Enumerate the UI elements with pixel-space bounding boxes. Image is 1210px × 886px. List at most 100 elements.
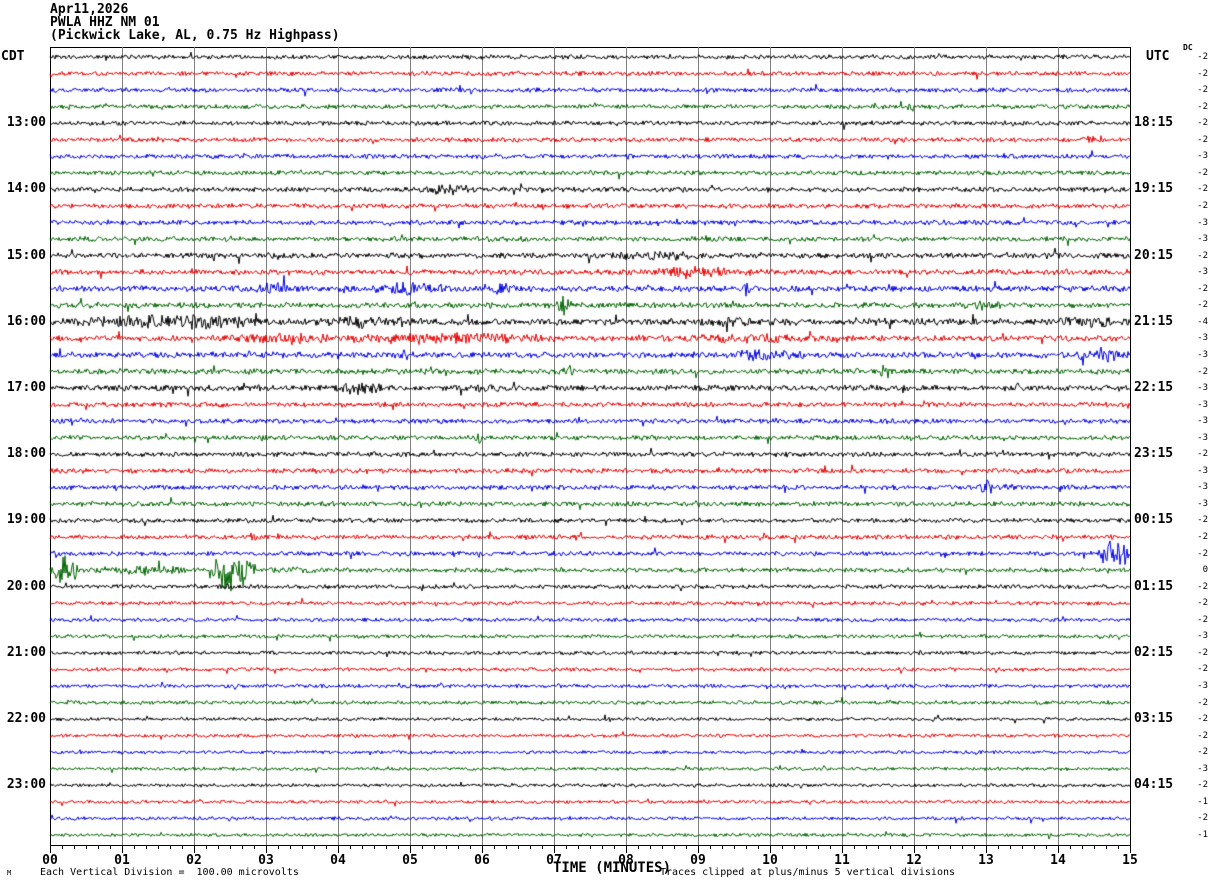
- cdt-hour-label: 21:00: [6, 644, 46, 660]
- x-axis-title: TIME (MINUTES): [553, 860, 672, 876]
- minute-minor-tick: [758, 845, 759, 849]
- dc-offset-value: -2: [1197, 780, 1208, 791]
- minute-minor-tick: [578, 845, 579, 849]
- minute-minor-tick: [446, 845, 447, 849]
- dc-offset-value: -2: [1197, 548, 1208, 559]
- utc-hour-label: 21:15: [1134, 313, 1174, 329]
- minute-major-tick: [842, 845, 843, 853]
- x-tick-label: 07: [546, 853, 562, 868]
- corner-mark: M: [7, 869, 12, 877]
- dc-offset-value: -2: [1197, 283, 1208, 294]
- dc-offset-value: -2: [1197, 532, 1208, 543]
- x-tick-label: 04: [330, 853, 346, 868]
- minute-minor-tick: [62, 845, 63, 849]
- dc-offset-value: -2: [1197, 366, 1208, 377]
- dc-offset-value: -3: [1197, 631, 1208, 642]
- cdt-hour-label: 20:00: [6, 578, 46, 594]
- minute-minor-tick: [170, 845, 171, 849]
- minute-minor-tick: [158, 845, 159, 849]
- minute-minor-tick: [650, 845, 651, 849]
- minute-minor-tick: [206, 845, 207, 849]
- x-tick-label: 14: [1050, 853, 1066, 868]
- minute-minor-tick: [1022, 845, 1023, 849]
- minute-minor-tick: [542, 845, 543, 849]
- x-tick-label: 06: [474, 853, 490, 868]
- minute-minor-tick: [242, 845, 243, 849]
- minute-minor-tick: [674, 845, 675, 849]
- minute-minor-tick: [1070, 845, 1071, 849]
- utc-hour-label: 02:15: [1134, 644, 1174, 660]
- minute-minor-tick: [638, 845, 639, 849]
- dc-offset-value: -2: [1197, 730, 1208, 741]
- minute-minor-tick: [602, 845, 603, 849]
- x-tick-label: 11: [834, 853, 850, 868]
- minute-minor-tick: [1106, 845, 1107, 849]
- dc-offset-value: -2: [1197, 813, 1208, 824]
- footnote-scale: Each Vertical Division = 100.00 microvol…: [40, 867, 299, 878]
- utc-hour-label: 22:15: [1134, 380, 1174, 396]
- cdt-hour-label: 13:00: [6, 115, 46, 131]
- minute-minor-tick: [458, 845, 459, 849]
- utc-hour-label: 01:15: [1134, 578, 1174, 594]
- minute-minor-tick: [950, 845, 951, 849]
- x-tick-label: 08: [618, 853, 634, 868]
- minute-minor-tick: [470, 845, 471, 849]
- dc-offset-value: -3: [1197, 267, 1208, 278]
- cdt-hour-label: 15:00: [6, 247, 46, 263]
- minute-minor-tick: [902, 845, 903, 849]
- dc-offset-value: -2: [1197, 68, 1208, 79]
- minute-minor-tick: [782, 845, 783, 849]
- cdt-hour-label: 18:00: [6, 446, 46, 462]
- dc-offset-value: -3: [1197, 432, 1208, 443]
- dc-offset-value: -3: [1197, 383, 1208, 394]
- dc-offset-value: -1: [1197, 829, 1208, 840]
- x-tick-label: 10: [762, 853, 778, 868]
- minute-minor-tick: [374, 845, 375, 849]
- minute-minor-tick: [926, 845, 927, 849]
- cdt-hour-label: 23:00: [6, 777, 46, 793]
- minute-minor-tick: [518, 845, 519, 849]
- dc-offset-value: -3: [1197, 234, 1208, 245]
- dc-offset-value: -2: [1197, 184, 1208, 195]
- x-tick-label: 03: [258, 853, 274, 868]
- minute-major-tick: [1130, 845, 1131, 853]
- utc-hour-label: 00:15: [1134, 512, 1174, 528]
- minute-minor-tick: [1118, 845, 1119, 849]
- dc-offset-value: -2: [1197, 614, 1208, 625]
- dc-offset-value: -3: [1197, 482, 1208, 493]
- x-tick-label: 02: [186, 853, 202, 868]
- minute-minor-tick: [146, 845, 147, 849]
- minute-minor-tick: [422, 845, 423, 849]
- x-tick-label: 12: [906, 853, 922, 868]
- dc-offset-value: -3: [1197, 151, 1208, 162]
- dc-offset-value: -2: [1197, 85, 1208, 96]
- minute-minor-tick: [254, 845, 255, 849]
- minute-minor-tick: [530, 845, 531, 849]
- dc-offset-value: -2: [1197, 134, 1208, 145]
- utc-hour-label: 04:15: [1134, 777, 1174, 793]
- minute-minor-tick: [890, 845, 891, 849]
- minute-minor-tick: [302, 845, 303, 849]
- dc-offset-value: 0: [1202, 565, 1208, 576]
- cdt-hour-label: 14:00: [6, 181, 46, 197]
- minute-major-tick: [266, 845, 267, 853]
- minute-minor-tick: [74, 845, 75, 849]
- minute-minor-tick: [878, 845, 879, 849]
- minute-minor-tick: [314, 845, 315, 849]
- dc-offset-value: -2: [1197, 167, 1208, 178]
- minute-minor-tick: [98, 845, 99, 849]
- minute-minor-tick: [854, 845, 855, 849]
- dc-offset-value: -2: [1197, 664, 1208, 675]
- dc-offset-value: -2: [1197, 515, 1208, 526]
- footnote-clipping: Traces clipped at plus/minus 5 vertical …: [660, 867, 956, 878]
- minute-minor-tick: [290, 845, 291, 849]
- minute-minor-tick: [326, 845, 327, 849]
- x-tick-label: 15: [1122, 853, 1138, 868]
- minute-minor-tick: [182, 845, 183, 849]
- dc-offset-value: -2: [1197, 118, 1208, 129]
- minute-minor-tick: [86, 845, 87, 849]
- utc-hour-label: 23:15: [1134, 446, 1174, 462]
- minute-minor-tick: [398, 845, 399, 849]
- minute-minor-tick: [794, 845, 795, 849]
- utc-hour-label: 19:15: [1134, 181, 1174, 197]
